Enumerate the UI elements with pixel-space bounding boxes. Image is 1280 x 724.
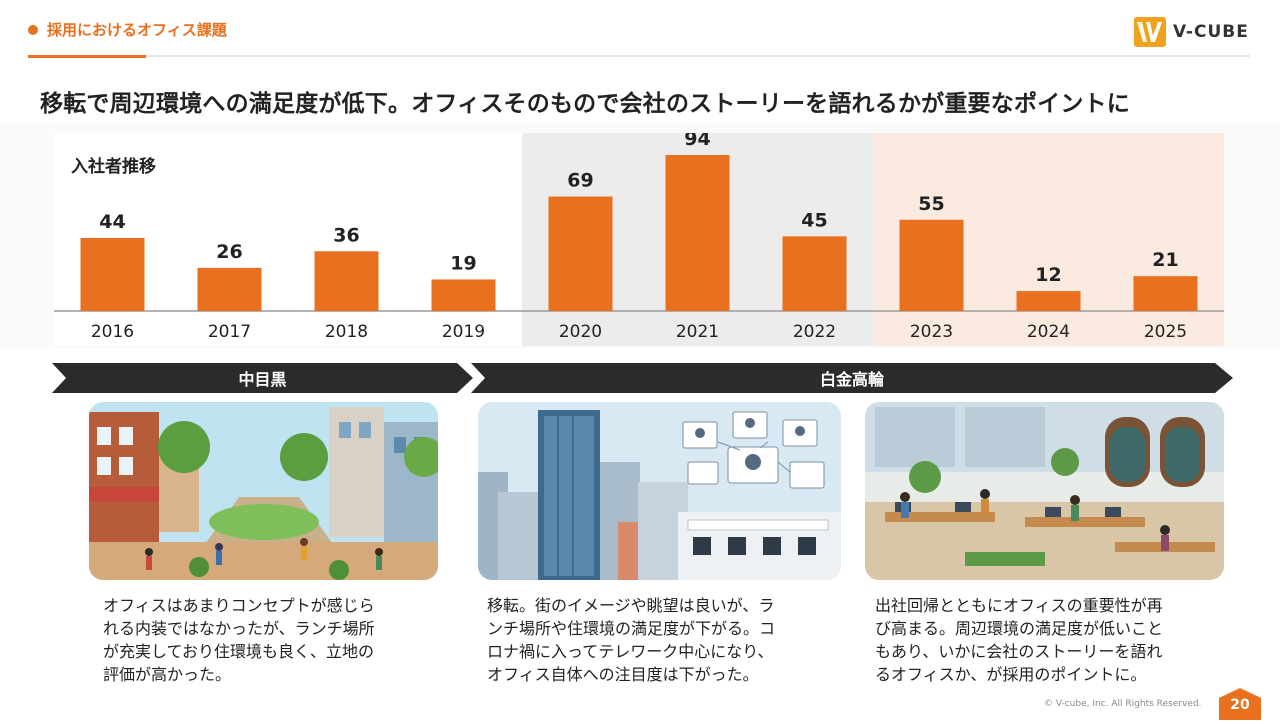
data-label-2017: 26 [216,241,242,263]
skyscraper-remote-image [478,402,841,580]
tick-label-2024: 2024 [1027,322,1070,342]
tick-label-2025: 2025 [1144,322,1187,342]
bar-2016 [80,238,145,311]
logo-text: V-CUBE [1173,22,1249,42]
caption-line: ロナ禍に入ってテレワーク中心になり、 [487,642,774,661]
caption-line: れる内装ではなかったが、ランチ場所 [103,619,375,638]
vcube-logo-icon [1134,17,1166,47]
data-label-2018: 36 [333,224,359,246]
caption-nakameguro: オフィスはあまりコンセプトが感じら れる内装ではなかったが、ランチ場所 が充実し… [103,594,375,686]
tick-label-2019: 2019 [442,322,485,342]
tick-label-2016: 2016 [91,322,134,342]
tick-label-2020: 2020 [559,322,602,342]
data-label-2022: 45 [801,209,827,231]
location-band-shirokanetakanawa: 白金高輪 [471,363,1233,393]
header-divider [28,55,1250,57]
hire-count-chart: 44 2016 26 2017 36 2018 19 2019 69 2020 94 2021 45 20… [54,133,1224,346]
tick-label-2021: 2021 [676,322,719,342]
caption-line: 出社回帰とともにオフィスの重要性が再 [875,596,1163,615]
bar-2025 [1133,276,1198,311]
caption-line: ンチ場所や住環境の満足度が下がる。コ [487,619,776,638]
illustration-skyscraper-remote [478,402,841,580]
busy-office-image [865,402,1224,580]
caption-line: が充実しており住環境も良く、立地の [103,642,375,661]
bar-2024 [1016,291,1081,311]
page-number-badge: 20 [1219,688,1261,720]
data-label-2024: 12 [1035,264,1061,286]
illustration-busy-office [865,402,1224,580]
bar-2019 [431,279,496,311]
location-band-nakameguro: 中目黒 [52,363,473,393]
tick-label-2018: 2018 [325,322,368,342]
bar-2021 [665,155,730,311]
illustration-street-park [89,402,438,580]
company-logo: V-CUBE [1134,17,1249,47]
header-divider-accent [28,55,146,58]
bar-2018 [314,251,379,311]
caption-line: るオフィスか、が採用のポイントに。 [875,665,1147,684]
section-label-text: 採用におけるオフィス課題 [47,21,227,39]
bullet-icon [28,24,38,35]
data-label-2016: 44 [99,211,125,233]
data-label-2021: 94 [684,133,710,150]
caption-return-to-office: 出社回帰とともにオフィスの重要性が再 び高まる。周辺環境の満足度が低いこと もあ… [875,594,1163,686]
caption-line: び高まる。周辺環境の満足度が低いこと [875,619,1164,638]
data-label-2023: 55 [918,193,944,215]
caption-line: もあり、いかに会社のストーリーを語れ [875,642,1163,661]
bar-2022 [782,236,847,311]
tick-label-2017: 2017 [208,322,251,342]
caption-line: オフィス自体への注目度は下がった。 [487,665,759,684]
caption-line: 移転。街のイメージや眺望は良いが、ラ [487,596,775,615]
location-label-nakameguro: 中目黒 [238,370,287,389]
caption-relocation: 移転。街のイメージや眺望は良いが、ラ ンチ場所や住環境の満足度が下がる。コ ロナ… [487,594,775,686]
data-label-2019: 19 [450,252,476,274]
caption-line: 評価が高かった。 [103,665,232,684]
caption-line: オフィスはあまりコンセプトが感じら [103,596,375,615]
chart-title: 入社者推移 [71,157,156,177]
location-label-shirokanetakanawa: 白金高輪 [819,370,884,389]
data-label-2025: 21 [1152,249,1178,271]
tick-label-2022: 2022 [793,322,836,342]
bar-2020 [548,196,613,311]
data-label-2020: 69 [567,170,593,192]
hexagon-badge-icon [1219,688,1261,720]
section-label: 採用におけるオフィス課題 [28,19,227,40]
bar-2023 [899,219,964,311]
tick-label-2023: 2023 [910,322,953,342]
street-park-image [89,402,438,580]
page-number: 20 [1230,697,1250,713]
bar-2017 [197,267,262,311]
page-title: 移転で周辺環境への満足度が低下。オフィスそのもので会社のストーリーを語れるかが重… [40,91,1130,117]
copyright: © V-cube, Inc. All Rights Reserved. [1044,699,1202,709]
